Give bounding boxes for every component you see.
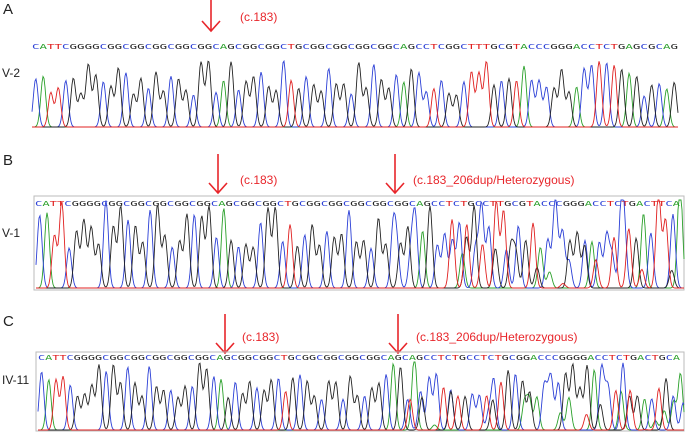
annotation: (c.183) — [240, 173, 277, 187]
annotation: (c.183_206dup/Heterozygous) — [413, 173, 574, 187]
annotation: (c.183) — [242, 330, 279, 344]
annotation: (c.183_206dup/Heterozygous) — [416, 330, 577, 344]
frame — [33, 195, 685, 291]
panel-label: B — [3, 152, 13, 169]
trace — [38, 362, 684, 431]
arrow — [388, 314, 408, 355]
frame — [35, 351, 685, 432]
sample-label: IV-11 — [2, 373, 29, 387]
sample-label: V-1 — [2, 226, 20, 240]
trace — [36, 204, 684, 289]
arrow — [208, 154, 228, 195]
trace — [32, 60, 678, 128]
chromatogram — [37, 361, 685, 431]
panel-label: A — [3, 1, 13, 18]
arrow — [385, 154, 405, 195]
trace — [32, 60, 679, 128]
arrow — [215, 314, 235, 355]
trace — [38, 375, 684, 431]
sample-label: V-2 — [2, 66, 20, 80]
chromatogram — [31, 59, 679, 128]
chromatogram — [35, 199, 685, 289]
panel-label: C — [3, 313, 14, 330]
annotation: (c.183) — [240, 10, 277, 24]
arrow — [201, 0, 221, 33]
trace — [36, 199, 684, 289]
